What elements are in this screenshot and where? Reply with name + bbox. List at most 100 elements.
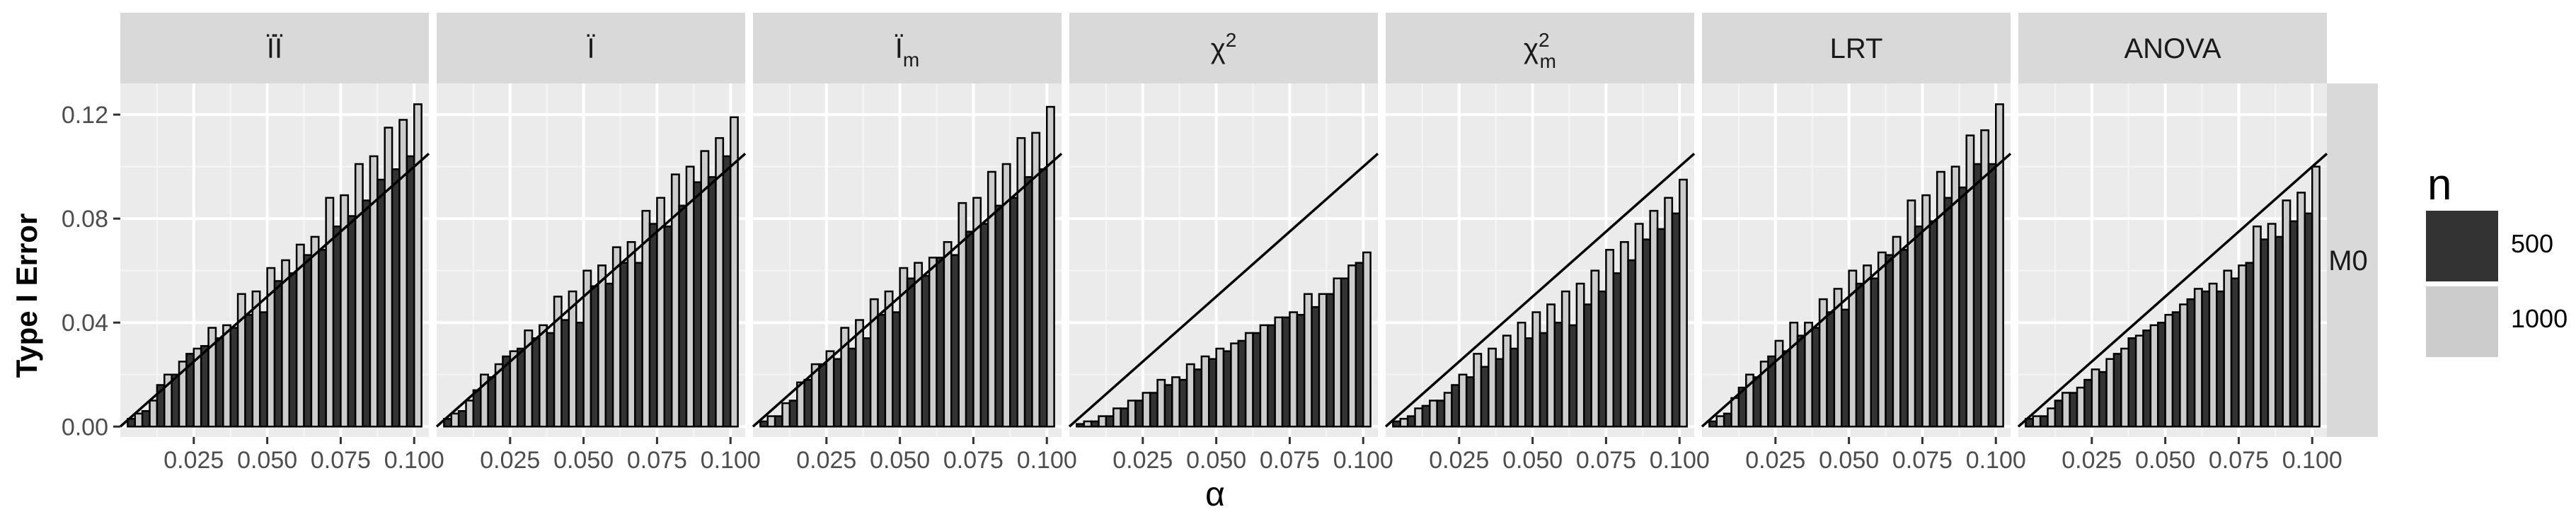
bar — [884, 290, 894, 428]
bar — [1575, 282, 1585, 428]
bar — [1244, 332, 1254, 428]
facet-strip-label: LRT — [1830, 33, 1883, 64]
bar — [134, 412, 144, 428]
bar — [604, 282, 614, 428]
bar — [678, 204, 688, 428]
bar — [1789, 321, 1799, 428]
bar — [539, 324, 548, 428]
bar — [1642, 238, 1651, 428]
x-tick-label: 0.025 — [796, 447, 856, 474]
legend-label-1000: 1000 — [2511, 304, 2568, 333]
bar — [832, 358, 842, 428]
bar — [1207, 358, 1217, 428]
bar — [1480, 366, 1490, 428]
facet-strip-label: ANOVA — [2124, 33, 2221, 64]
bar — [1885, 254, 1894, 428]
bar — [2120, 347, 2129, 428]
bar — [413, 103, 422, 428]
facet-strip-label: Ï — [587, 33, 595, 64]
bar — [2193, 288, 2203, 428]
bar — [487, 376, 497, 428]
bar — [1678, 178, 1688, 428]
y-tick-label: 0.00 — [62, 414, 108, 441]
bar — [619, 262, 629, 428]
facet-panel: Ï 0.025 0.050 0.075 0.100 — [435, 13, 761, 474]
bar — [1098, 415, 1108, 428]
bar — [1230, 342, 1240, 428]
bar — [2164, 313, 2174, 428]
bar — [1259, 324, 1269, 428]
bar — [1914, 225, 1924, 428]
bar — [354, 163, 364, 428]
bar — [2201, 290, 2211, 428]
x-tick-label: 0.100 — [1966, 447, 2026, 474]
x-tick-label: 0.100 — [1650, 447, 1710, 474]
bar — [1863, 264, 1873, 428]
bar — [2069, 392, 2078, 428]
facet-panel: χ2 m 0.025 0.050 0.075 0.100 — [1384, 13, 1710, 474]
bar — [2282, 199, 2292, 428]
bar — [936, 257, 945, 428]
bar — [509, 350, 519, 428]
bar — [1965, 134, 1975, 428]
reference-line — [435, 152, 747, 428]
bar — [597, 264, 607, 428]
bar — [450, 412, 460, 428]
bar — [1612, 272, 1622, 428]
bar — [236, 293, 246, 428]
bar — [1443, 392, 1453, 428]
bar — [1877, 251, 1887, 428]
y-axis-title: Type I Error — [10, 214, 43, 378]
bar — [987, 170, 996, 428]
bar — [1105, 415, 1115, 428]
bar — [391, 168, 401, 428]
bar — [1451, 384, 1461, 428]
bar — [2083, 378, 2093, 428]
bar — [318, 249, 327, 428]
x-tick-label: 0.100 — [2282, 447, 2342, 474]
bar — [141, 409, 151, 428]
bar — [788, 400, 798, 428]
bar — [693, 181, 702, 428]
bar — [729, 116, 739, 428]
bar — [2171, 311, 2181, 428]
facet-strip-label: χ2 m — [1524, 29, 1556, 72]
bar — [1016, 136, 1026, 428]
bar — [1347, 264, 1357, 428]
bar — [1163, 384, 1173, 428]
x-tick-label: 0.025 — [1745, 447, 1805, 474]
x-tick-label: 0.025 — [480, 447, 540, 474]
bar — [1222, 350, 1232, 428]
bar — [2267, 223, 2277, 428]
bar — [2156, 321, 2166, 428]
bar — [2223, 269, 2233, 428]
bar — [818, 363, 828, 428]
bar — [611, 246, 621, 428]
bar — [825, 350, 835, 428]
x-tick-label: 0.075 — [2209, 447, 2269, 474]
bar — [149, 400, 159, 428]
bar — [1289, 311, 1299, 428]
bar — [465, 400, 475, 428]
bar — [722, 155, 732, 428]
bar — [2260, 238, 2270, 428]
bar — [575, 321, 585, 428]
bar — [258, 311, 268, 428]
facet-strip — [1702, 13, 2011, 83]
bar — [1553, 321, 1563, 428]
bar — [1237, 339, 1247, 428]
bar — [1421, 404, 1431, 428]
bar — [1524, 337, 1534, 428]
bar — [1892, 235, 1902, 428]
bar — [325, 197, 335, 428]
bar — [1715, 415, 1725, 428]
x-tick-label: 0.050 — [1502, 447, 1563, 474]
bar — [214, 337, 224, 428]
reference-line — [752, 152, 1063, 428]
x-tick-label: 0.050 — [2135, 447, 2195, 474]
bar — [715, 136, 725, 428]
bar — [1252, 332, 1262, 428]
bar — [2047, 407, 2057, 428]
x-tick-label: 0.025 — [1429, 447, 1489, 474]
x-axis-title: α — [1205, 476, 1225, 513]
